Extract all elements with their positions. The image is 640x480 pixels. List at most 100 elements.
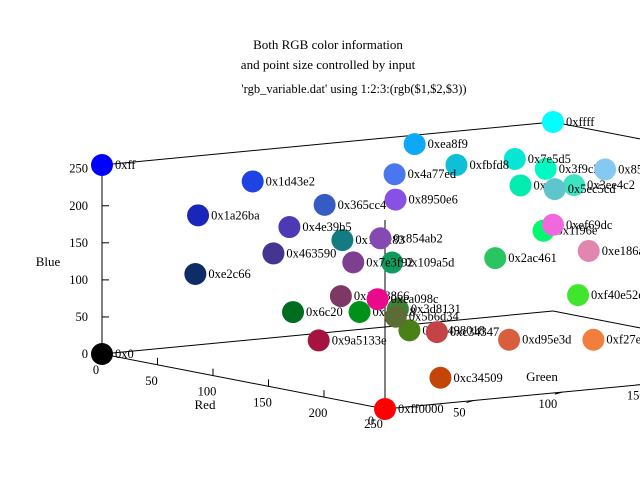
z-tick-label: 100 xyxy=(69,273,88,287)
z-tick-label: 150 xyxy=(69,236,88,250)
point-label: 0x2ac461 xyxy=(508,251,557,265)
point-label: 0x8950e6 xyxy=(409,193,458,207)
legend-text: 'rgb_variable.dat' using 1:2:3:(rgb($1,$… xyxy=(241,82,466,96)
data-point xyxy=(91,343,113,365)
point-label: 0x365cc4 xyxy=(338,198,387,212)
point-label: 0xff0000 xyxy=(398,402,444,416)
y-tick-label: 0 xyxy=(368,414,374,428)
data-point xyxy=(307,329,330,352)
point-label: 0xea098c xyxy=(391,292,439,306)
y-tick-label: 150 xyxy=(627,389,640,403)
data-point xyxy=(366,288,389,311)
point-label: 0x854ab2 xyxy=(393,231,442,245)
point-label: 0xf27e3d xyxy=(606,333,640,347)
z-tick-label: 200 xyxy=(69,199,88,213)
data-point xyxy=(331,229,354,252)
data-points: 0xffff0xffff000xffffff0xc8fac70x1f96e0x3… xyxy=(91,111,640,420)
top-edge-back xyxy=(101,121,554,166)
data-point xyxy=(348,300,371,323)
data-point xyxy=(403,133,426,156)
axis-ticks: 0501001502002500501001502002500501001502… xyxy=(69,162,640,431)
point-label: 0x109a5d xyxy=(405,256,455,270)
point-label: 0xfbfd8 xyxy=(469,158,509,172)
y-axis-line xyxy=(384,384,640,410)
point-label: 0xc34347 xyxy=(450,325,499,339)
point-label: 0xffff xyxy=(566,115,595,129)
x-tick-label: 150 xyxy=(253,395,272,409)
x-tick-label: 250 xyxy=(364,417,383,431)
data-point xyxy=(384,188,407,211)
data-point xyxy=(577,239,600,262)
x-axis-line xyxy=(101,353,386,410)
data-point xyxy=(398,319,421,342)
data-point xyxy=(563,174,586,197)
data-point xyxy=(313,193,336,216)
point-label: 0xff xyxy=(115,158,136,172)
point-label: 0x4e39b5 xyxy=(302,220,351,234)
data-point xyxy=(445,153,468,176)
y-axis-label: Green xyxy=(526,369,558,384)
x-tick-label: 0 xyxy=(93,363,99,377)
y-tick-label: 100 xyxy=(538,397,557,411)
data-point xyxy=(484,247,507,270)
point-label: 0x6c20 xyxy=(306,305,343,319)
point-label: 0x5ec5cd xyxy=(568,182,617,196)
data-point xyxy=(429,366,452,389)
base-edge-back xyxy=(101,310,554,355)
point-label: 0xe2c66 xyxy=(208,267,250,281)
point-label: 0x0 xyxy=(115,347,134,361)
point-label: 0x7e5d5 xyxy=(528,152,571,166)
chart-title: Both RGB color information and point siz… xyxy=(241,37,416,72)
data-point xyxy=(184,263,207,285)
data-point xyxy=(542,111,564,133)
data-point xyxy=(369,227,392,250)
y-tick xyxy=(554,391,563,395)
data-point xyxy=(594,158,617,181)
point-label: 0x3f9c2 xyxy=(559,162,600,176)
x-tick-label: 100 xyxy=(198,385,217,399)
point-label: 0x5b6d34 xyxy=(409,310,460,324)
data-point xyxy=(498,328,521,351)
point-label: 0x9a5133e xyxy=(332,333,387,347)
chart-title-line-1: Both RGB color information xyxy=(253,37,403,52)
data-point xyxy=(329,285,352,308)
point-label: 0xd95e3d xyxy=(522,333,572,347)
data-point xyxy=(534,157,557,180)
data-point xyxy=(91,154,113,176)
data-point xyxy=(383,163,406,186)
point-label: 0x3ee4c2 xyxy=(587,178,635,192)
y-tick-label: 50 xyxy=(453,406,466,420)
data-point xyxy=(425,321,448,344)
point-label: 0x3d8131 xyxy=(411,302,461,316)
base-edge-far xyxy=(552,310,640,329)
data-point xyxy=(187,204,210,227)
data-point xyxy=(241,170,264,193)
data-point xyxy=(384,305,407,328)
data-point xyxy=(582,328,605,351)
point-label: 0xe186ae xyxy=(602,244,640,258)
data-point xyxy=(543,178,566,201)
point-label: 0x4a77ed xyxy=(408,167,457,181)
point-label: 0xea8f9 xyxy=(428,137,468,151)
chart-title-line-2: and point size controlled by input xyxy=(241,57,416,72)
point-label: 0xf40e52e xyxy=(591,288,640,302)
point-label: 0x85c9f2 xyxy=(618,162,640,176)
data-point xyxy=(541,213,564,236)
point-label: 0x463590 xyxy=(286,246,336,260)
x-tick-label: 200 xyxy=(309,406,328,420)
data-point xyxy=(381,251,404,274)
point-label: 0x7e3f92 xyxy=(366,255,413,269)
point-label: 0x1a26ba xyxy=(211,208,260,222)
point-label: 0x1d43e2 xyxy=(266,174,315,188)
data-point xyxy=(509,174,532,197)
x-axis-label: Red xyxy=(195,397,216,412)
z-axis-label: Blue xyxy=(36,254,61,269)
data-point xyxy=(262,242,285,265)
axes-frame xyxy=(101,121,640,410)
data-point xyxy=(342,251,365,274)
y-tick xyxy=(466,400,474,404)
point-label: 0x1f96e xyxy=(556,224,597,238)
z-tick-label: 0 xyxy=(82,347,88,361)
data-point xyxy=(374,398,396,420)
